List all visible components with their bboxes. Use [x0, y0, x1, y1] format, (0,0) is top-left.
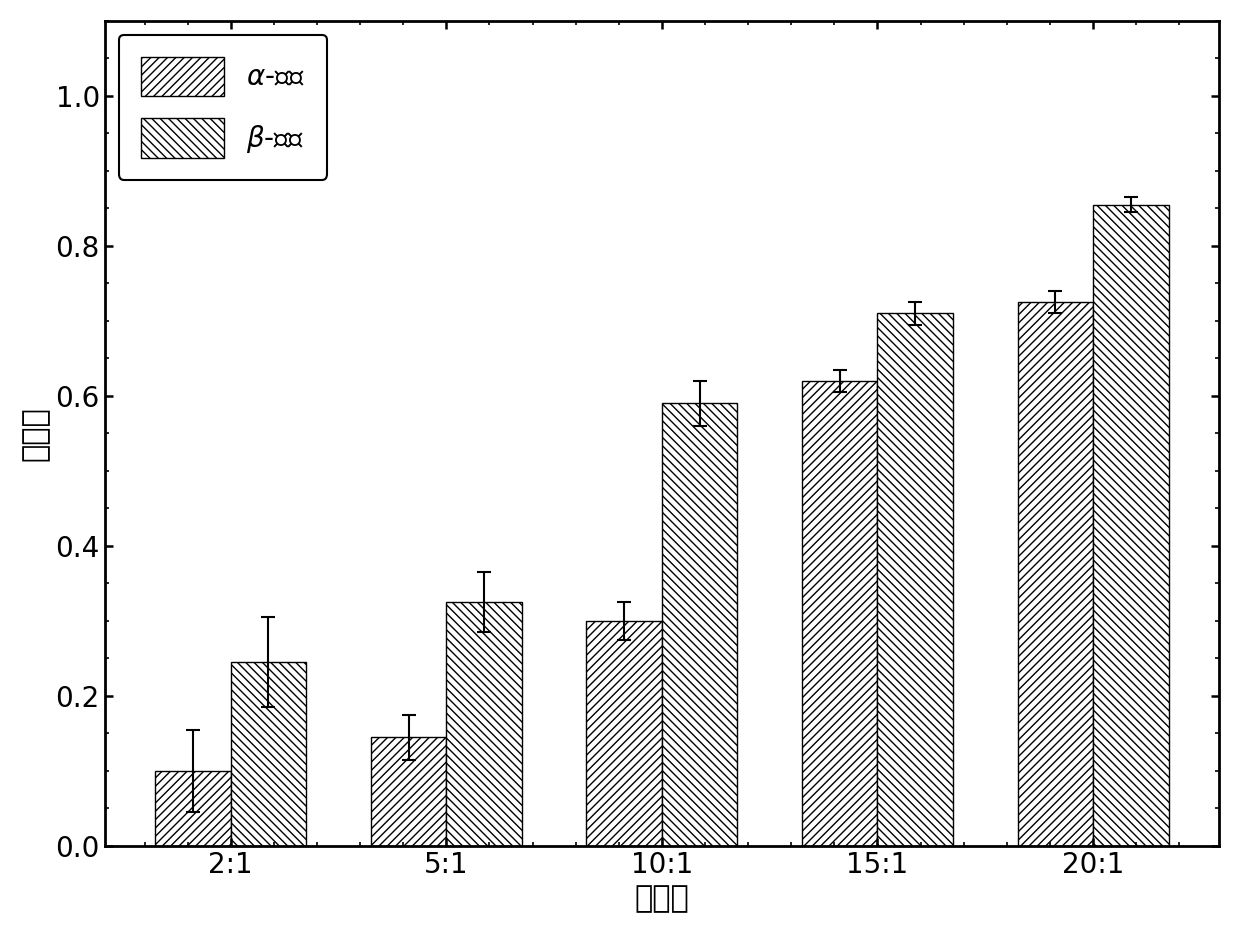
Bar: [1018, 302, 1092, 846]
Bar: [371, 737, 446, 846]
Legend: $\alpha$-硫丹, $\beta$-硫丹: $\alpha$-硫丹, $\beta$-硫丹: [119, 35, 327, 180]
Bar: [878, 313, 952, 846]
Bar: [446, 602, 522, 846]
Bar: [662, 403, 738, 846]
X-axis label: 物料比: 物料比: [635, 884, 689, 913]
Bar: [155, 771, 231, 846]
Bar: [802, 381, 878, 846]
Y-axis label: 降解率: 降解率: [21, 406, 50, 460]
Bar: [231, 662, 306, 846]
Bar: [587, 621, 662, 846]
Bar: [1092, 205, 1168, 846]
